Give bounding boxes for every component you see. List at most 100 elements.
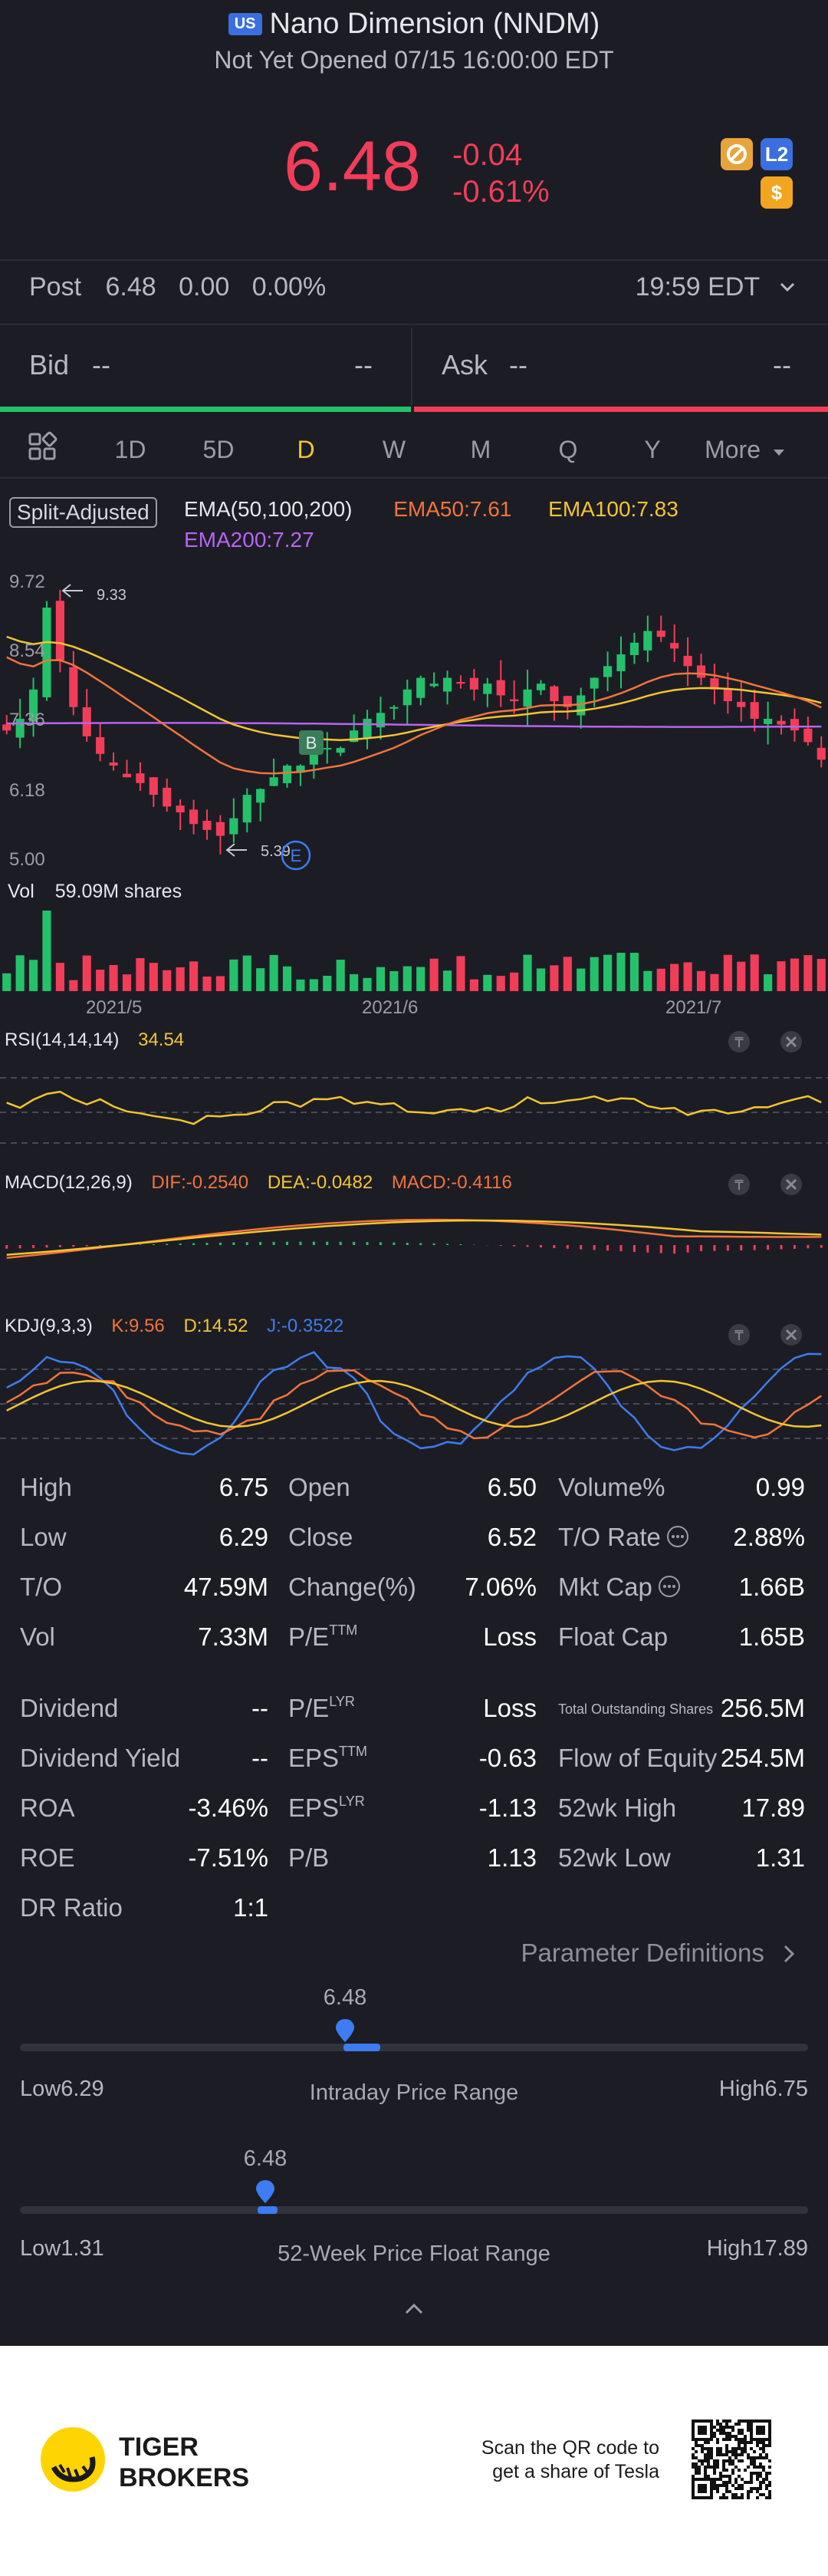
stat-label-text: Total Outstanding Shares [558, 1701, 714, 1717]
ema-title: EMA(50,100,200) [184, 497, 353, 521]
candle [376, 697, 386, 740]
split-adjusted-chip[interactable]: Split-Adjusted [9, 497, 157, 528]
volume-bar [790, 958, 800, 991]
volume-bar [777, 961, 786, 991]
candle [163, 779, 172, 812]
post-market-row: Post 6.48 0.00 0.00% [29, 272, 326, 302]
volume-bar [96, 970, 105, 991]
layout-grid-icon[interactable] [0, 431, 84, 468]
volume-bar [122, 974, 132, 991]
qr-code-icon [692, 2420, 771, 2499]
tab-m[interactable]: M [470, 435, 491, 463]
week52-high: High17.89 [706, 2236, 808, 2261]
tab-5d[interactable]: 5D [202, 435, 235, 463]
candle [229, 798, 238, 843]
bid-size: -- [354, 349, 373, 380]
buy-marker-label: B [306, 733, 317, 753]
candle [764, 701, 773, 745]
ask-bar [414, 407, 828, 412]
volume-bar [282, 966, 292, 991]
post-time-dropdown[interactable]: 19:59 EDT [636, 272, 797, 302]
stat-label: EPSTTM [288, 1744, 367, 1773]
period-tabs: 1D 5D D W M Q Y More [0, 423, 828, 476]
caret-down-icon [773, 449, 784, 456]
indicator-settings-icon[interactable] [728, 1031, 750, 1052]
chevron-up-icon[interactable] [402, 2300, 426, 2317]
indicator-controls: ₸ [728, 1031, 802, 1052]
change-amount: -0.04 [452, 138, 523, 172]
stat-label-text: DR Ratio [20, 1893, 123, 1922]
stat-label: Close [288, 1523, 353, 1552]
earnings-marker[interactable]: E [281, 840, 311, 871]
intraday-pin-icon [336, 2019, 354, 2042]
volume-bar [670, 964, 679, 991]
candle [323, 732, 332, 764]
stat-label: Volume% [558, 1473, 665, 1502]
candle [523, 670, 532, 726]
market-badge: US [228, 13, 262, 35]
volume-bar [816, 959, 826, 991]
stat-label: ROE [20, 1843, 75, 1873]
stat-value: -7.51% [188, 1843, 268, 1872]
dollar-icon[interactable]: $ [761, 176, 793, 209]
buy-marker[interactable]: B [299, 730, 324, 755]
tiger-brokers-logo-icon [41, 2427, 105, 2492]
stat-label-text: 52wk Low [558, 1843, 671, 1872]
stat-label: Float Cap [558, 1622, 668, 1652]
intraday-title: Intraday Price Range [309, 2080, 519, 2105]
no-trade-icon[interactable] [721, 138, 753, 170]
indicator-settings-icon[interactable] [728, 1324, 750, 1346]
tab-q[interactable]: Q [558, 435, 578, 463]
stat-label: Vol [20, 1622, 55, 1652]
tab-w[interactable]: W [382, 435, 406, 463]
candle [55, 590, 64, 673]
kdj-label: KDJ(9,3,3) [5, 1316, 93, 1336]
post-price: 6.48 [105, 272, 156, 301]
macd-chart[interactable] [0, 1201, 828, 1281]
parameter-definitions-link[interactable]: Parameter Definitions [521, 1939, 797, 1968]
volume-chart[interactable] [0, 905, 828, 993]
bid-bar [0, 407, 411, 412]
stat-label: Change(%) [288, 1573, 416, 1602]
level2-icon[interactable]: L2 [761, 138, 793, 170]
volume-bar [376, 967, 386, 991]
candle [816, 736, 826, 768]
price-change: -0.04 -0.61% [452, 137, 550, 210]
volume-bar [469, 979, 478, 991]
volume-bar [363, 977, 372, 991]
stat-value: -0.63 [478, 1744, 537, 1772]
volume-bar [656, 968, 665, 991]
macd-dif: DIF:-0.2540 [151, 1172, 249, 1193]
rsi-chart[interactable] [0, 1059, 828, 1158]
volume-bar [750, 954, 759, 991]
tab-d[interactable]: D [297, 435, 315, 463]
volume-bar [483, 974, 492, 991]
stat-label: Dividend [20, 1694, 118, 1723]
tab-1d[interactable]: 1D [114, 435, 146, 463]
volume-bar [590, 957, 599, 991]
tab-more[interactable]: More [693, 436, 797, 464]
stat-label-text: T/O [20, 1573, 62, 1601]
stat-label: ROA [20, 1794, 75, 1823]
macd-label: MACD(12,26,9) [5, 1172, 133, 1193]
kdj-chart[interactable] [0, 1342, 828, 1458]
candle [496, 660, 505, 707]
tab-y[interactable]: Y [644, 435, 661, 463]
info-icon[interactable] [657, 1574, 682, 1599]
volume-bar [55, 963, 64, 991]
indicator-settings-icon[interactable] [728, 1174, 750, 1195]
divider [0, 324, 828, 325]
qr-caption: Scan the QR code to get a share of Tesla [429, 2436, 659, 2484]
stat-label-text: Vol [20, 1622, 55, 1651]
stat-label: T/O Rate [558, 1523, 690, 1552]
indicator-controls: ₸ [728, 1324, 802, 1346]
stat-value: 6.52 [487, 1523, 537, 1551]
candle [536, 680, 546, 696]
volume-bar [442, 970, 452, 991]
brand-line-2: BROKERS [119, 2463, 250, 2492]
info-icon[interactable] [665, 1524, 690, 1549]
week52-pin-icon [256, 2180, 274, 2203]
stat-value: 6.50 [487, 1473, 537, 1501]
candlestick-chart[interactable]: 9.33 5.39 B E [0, 560, 828, 882]
low-price-marker: 5.39 [225, 843, 291, 860]
